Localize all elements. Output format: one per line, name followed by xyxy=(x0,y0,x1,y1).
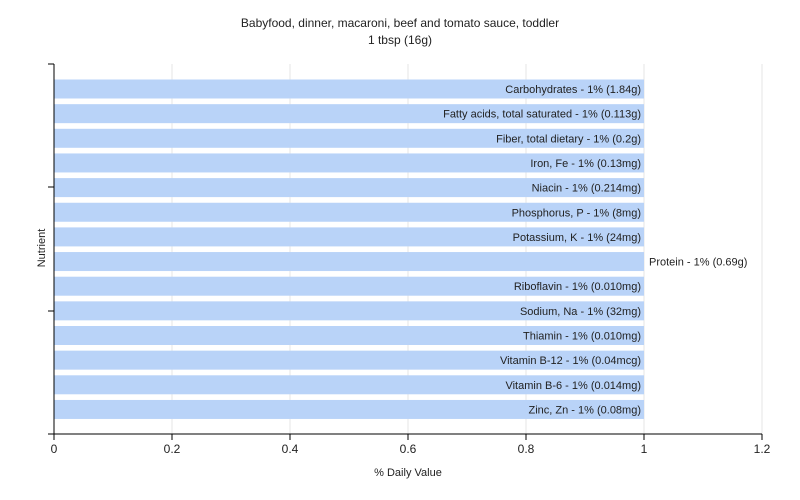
axes: 0 0.2 0.4 0.6 0.8 1 1.2 xyxy=(48,63,771,456)
x-tick-label: 0.6 xyxy=(400,442,417,456)
bar-label: Iron, Fe - 1% (0.13mg) xyxy=(530,158,641,170)
bar-label: Carbohydrates - 1% (1.84g) xyxy=(505,84,641,96)
bar-label: Potassium, K - 1% (24mg) xyxy=(513,232,641,244)
bar-label: Protein - 1% (0.69g) xyxy=(649,257,747,269)
bar-label: Riboflavin - 1% (0.010mg) xyxy=(514,281,641,293)
x-tick-label: 0.2 xyxy=(164,442,181,456)
bar-label: Thiamin - 1% (0.010mg) xyxy=(523,331,641,343)
bar xyxy=(54,79,644,99)
bar xyxy=(54,301,644,321)
bars: Carbohydrates - 1% (1.84g) Fatty acids, t… xyxy=(54,79,747,419)
bar xyxy=(54,178,644,198)
bar xyxy=(54,375,644,395)
bar-label: Fatty acids, total saturated - 1% (0.113… xyxy=(443,109,641,121)
x-tick-label: 0 xyxy=(51,442,58,456)
bar xyxy=(54,104,644,124)
bar-label: Phosphorus, P - 1% (8mg) xyxy=(512,207,641,219)
x-tick-label: 0.8 xyxy=(518,442,535,456)
bar xyxy=(54,227,644,247)
y-axis-label: Nutrient xyxy=(36,229,48,268)
x-axis-label: % Daily Value xyxy=(374,467,442,479)
bar-label: Zinc, Zn - 1% (0.08mg) xyxy=(529,404,641,416)
bar-label: Vitamin B-6 - 1% (0.014mg) xyxy=(505,380,641,392)
bar-label: Vitamin B-12 - 1% (0.04mcg) xyxy=(500,355,641,367)
bar xyxy=(54,202,644,222)
x-tick-label: 1.2 xyxy=(754,442,771,456)
bar xyxy=(54,350,644,370)
bar xyxy=(54,399,644,419)
bar xyxy=(54,153,644,173)
bar-label: Fiber, total dietary - 1% (0.2g) xyxy=(496,133,641,145)
bar xyxy=(54,128,644,148)
x-tick-label: 0.4 xyxy=(282,442,299,456)
bar xyxy=(54,252,644,272)
grid xyxy=(171,64,763,434)
chart-title: Babyfood, dinner, macaroni, beef and tom… xyxy=(241,16,559,30)
bar-label: Sodium, Na - 1% (32mg) xyxy=(520,306,641,318)
bar xyxy=(54,276,644,296)
bar-label: Niacin - 1% (0.214mg) xyxy=(532,183,641,195)
bar xyxy=(54,326,644,345)
x-tick-label: 1 xyxy=(641,442,648,456)
chart-subtitle: 1 tbsp (16g) xyxy=(368,33,432,47)
